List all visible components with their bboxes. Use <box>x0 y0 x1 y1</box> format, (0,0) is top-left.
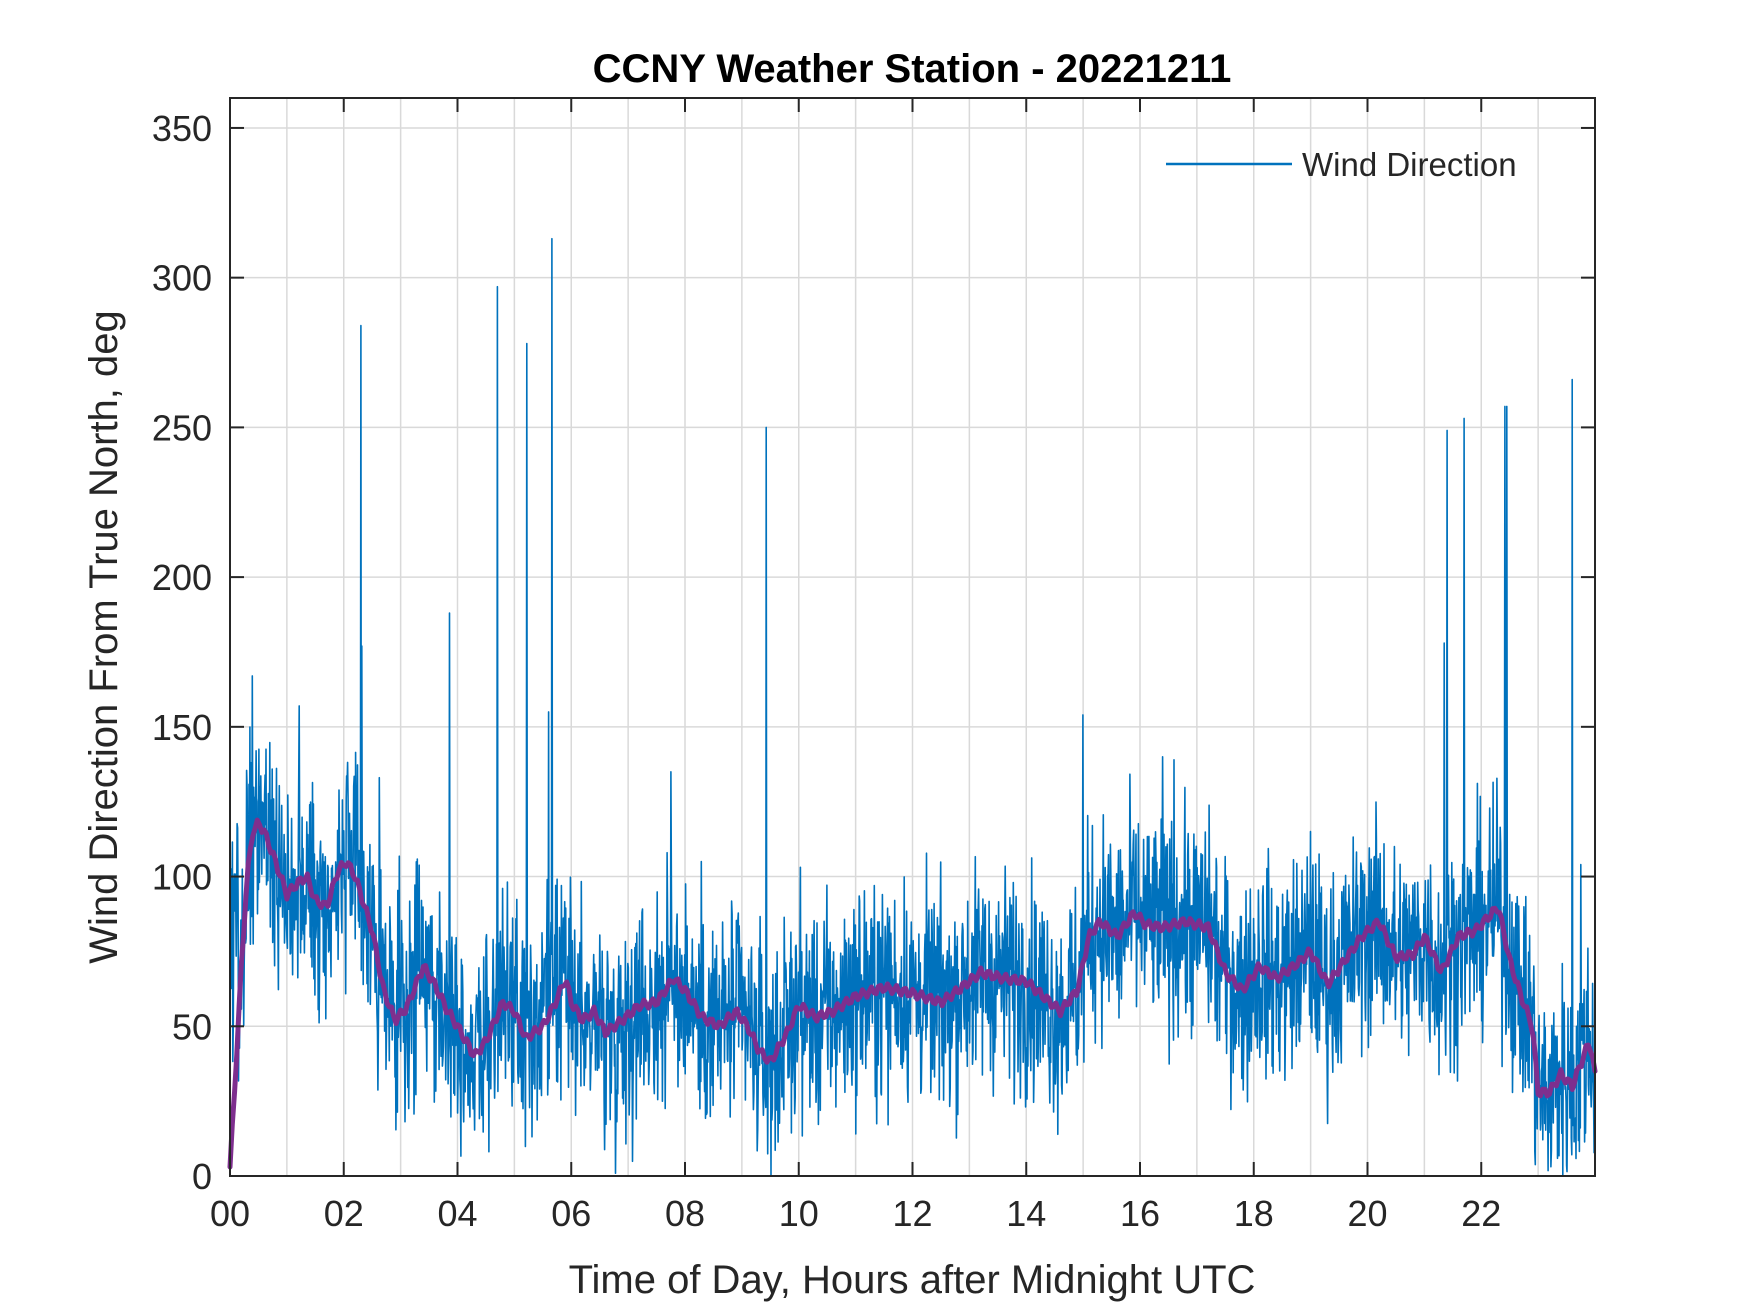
x-tick-label: 10 <box>779 1193 819 1234</box>
series-layer <box>227 237 1598 1177</box>
x-tick-labels: 00 02 04 06 08 10 12 14 16 18 20 22 <box>210 1193 1501 1234</box>
chart-title: CCNY Weather Station - 20221211 <box>593 47 1232 91</box>
series-moving-average <box>227 817 1598 1170</box>
x-tick-label: 04 <box>437 1193 477 1234</box>
legend: Wind Direction <box>1166 146 1517 183</box>
y-tick-label: 100 <box>152 857 212 898</box>
y-tick-label: 300 <box>152 258 212 299</box>
x-tick-label: 08 <box>665 1193 705 1234</box>
x-tick-label: 06 <box>551 1193 591 1234</box>
x-tick-label: 20 <box>1347 1193 1387 1234</box>
x-tick-label: 00 <box>210 1193 250 1234</box>
ticks <box>229 98 1595 1177</box>
x-tick-label: 22 <box>1461 1193 1501 1234</box>
y-tick-label: 50 <box>172 1006 212 1047</box>
legend-label-wind-direction: Wind Direction <box>1302 146 1517 183</box>
y-tick-labels: 0 50 100 150 200 250 300 350 <box>152 108 212 1197</box>
y-axis-label: Wind Direction From True North, deg <box>82 310 126 964</box>
x-tick-label: 16 <box>1120 1193 1160 1234</box>
y-tick-label: 350 <box>152 108 212 149</box>
y-tick-label: 150 <box>152 707 212 748</box>
y-tick-label: 250 <box>152 407 212 448</box>
x-tick-label: 12 <box>892 1193 932 1234</box>
x-tick-label: 18 <box>1234 1193 1274 1234</box>
x-tick-label: 14 <box>1006 1193 1046 1234</box>
x-tick-label: 02 <box>324 1193 364 1234</box>
y-tick-label: 0 <box>192 1156 212 1197</box>
x-axis-label: Time of Day, Hours after Midnight UTC <box>569 1258 1256 1302</box>
y-tick-label: 200 <box>152 557 212 598</box>
